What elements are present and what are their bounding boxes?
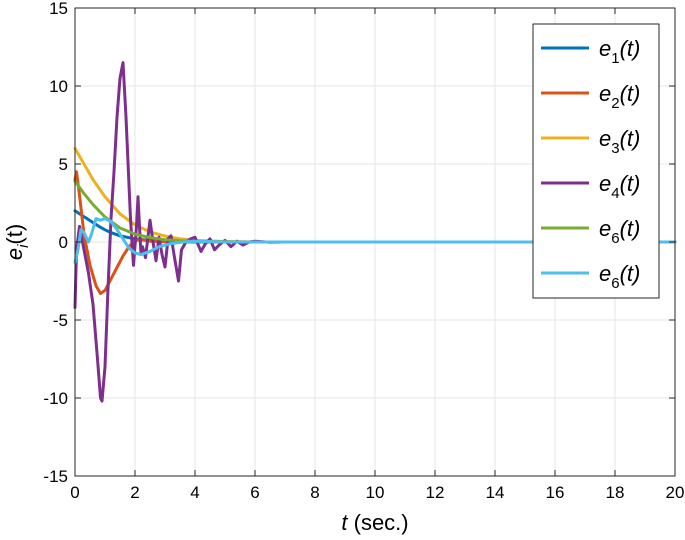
y-tick-label: 15 <box>49 0 68 18</box>
series-line-4 <box>73 61 677 403</box>
legend-label-4: e4(t) <box>599 171 640 202</box>
plot-area <box>73 61 677 403</box>
legend-label-3: e3(t) <box>599 126 640 157</box>
y-axis-label-rest: (t) <box>2 224 27 245</box>
x-tick-label: 14 <box>486 483 505 502</box>
x-tick-label: 18 <box>606 483 625 502</box>
x-tick-label: 16 <box>546 483 565 502</box>
x-tick-label: 4 <box>190 483 199 502</box>
legend-label-6: e6(t) <box>599 261 640 292</box>
legend-box <box>532 23 660 299</box>
legend-label-2: e2(t) <box>599 81 640 112</box>
x-tick-label: 0 <box>70 483 79 502</box>
x-tick-label: 10 <box>366 483 385 502</box>
y-axis-label: ei(t) <box>2 224 32 260</box>
x-axis-label: t (sec.) <box>341 510 408 535</box>
y-tick-label: 0 <box>59 233 68 252</box>
x-tick-label: 2 <box>130 483 139 502</box>
x-tick-label: 8 <box>310 483 319 502</box>
y-tick-label: -15 <box>43 467 68 486</box>
axis-ticks: 0 2 4 6 8 10 12 14 16 18 20 -15 -10 -5 0 5 10 15 <box>43 0 684 502</box>
y-tick-label: 5 <box>59 155 68 174</box>
y-tick-label: 10 <box>49 77 68 96</box>
x-tick-label: 6 <box>250 483 259 502</box>
y-tick-label: -10 <box>43 389 68 408</box>
x-axis-label-unit: (sec.) <box>348 510 409 535</box>
x-tick-label: 20 <box>666 483 685 502</box>
series-line-6 <box>73 217 677 264</box>
legend: e1(t) e2(t) e3(t) e4(t) e6(t) e6(t) <box>532 23 660 299</box>
y-axis-label-var: e <box>2 248 27 260</box>
y-axis-label-sub: i <box>15 244 32 248</box>
x-axis-label-var: t <box>341 510 348 535</box>
legend-label-1: e1(t) <box>599 36 640 67</box>
legend-label-5: e6(t) <box>599 216 640 247</box>
y-tick-label: -5 <box>53 311 68 330</box>
x-tick-label: 12 <box>426 483 445 502</box>
